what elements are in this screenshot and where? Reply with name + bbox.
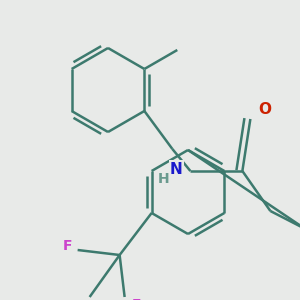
Text: F: F [132, 298, 141, 300]
Text: H: H [158, 172, 169, 186]
Text: F: F [63, 239, 72, 253]
Text: N: N [299, 206, 300, 220]
Text: N: N [170, 161, 183, 176]
Text: O: O [258, 101, 271, 116]
